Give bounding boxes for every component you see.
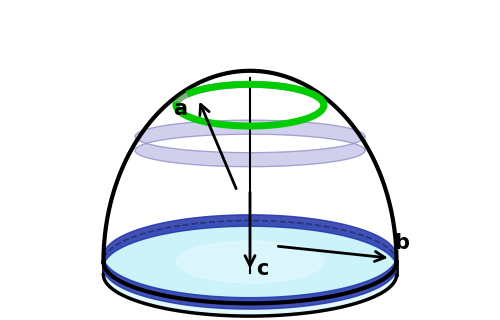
Text: a: a [173, 99, 187, 119]
Polygon shape [104, 262, 397, 316]
Polygon shape [104, 71, 397, 262]
Polygon shape [104, 215, 397, 309]
Polygon shape [176, 241, 324, 283]
Polygon shape [135, 120, 365, 167]
Polygon shape [104, 220, 397, 303]
Text: b: b [394, 233, 409, 252]
Text: c: c [256, 259, 268, 279]
